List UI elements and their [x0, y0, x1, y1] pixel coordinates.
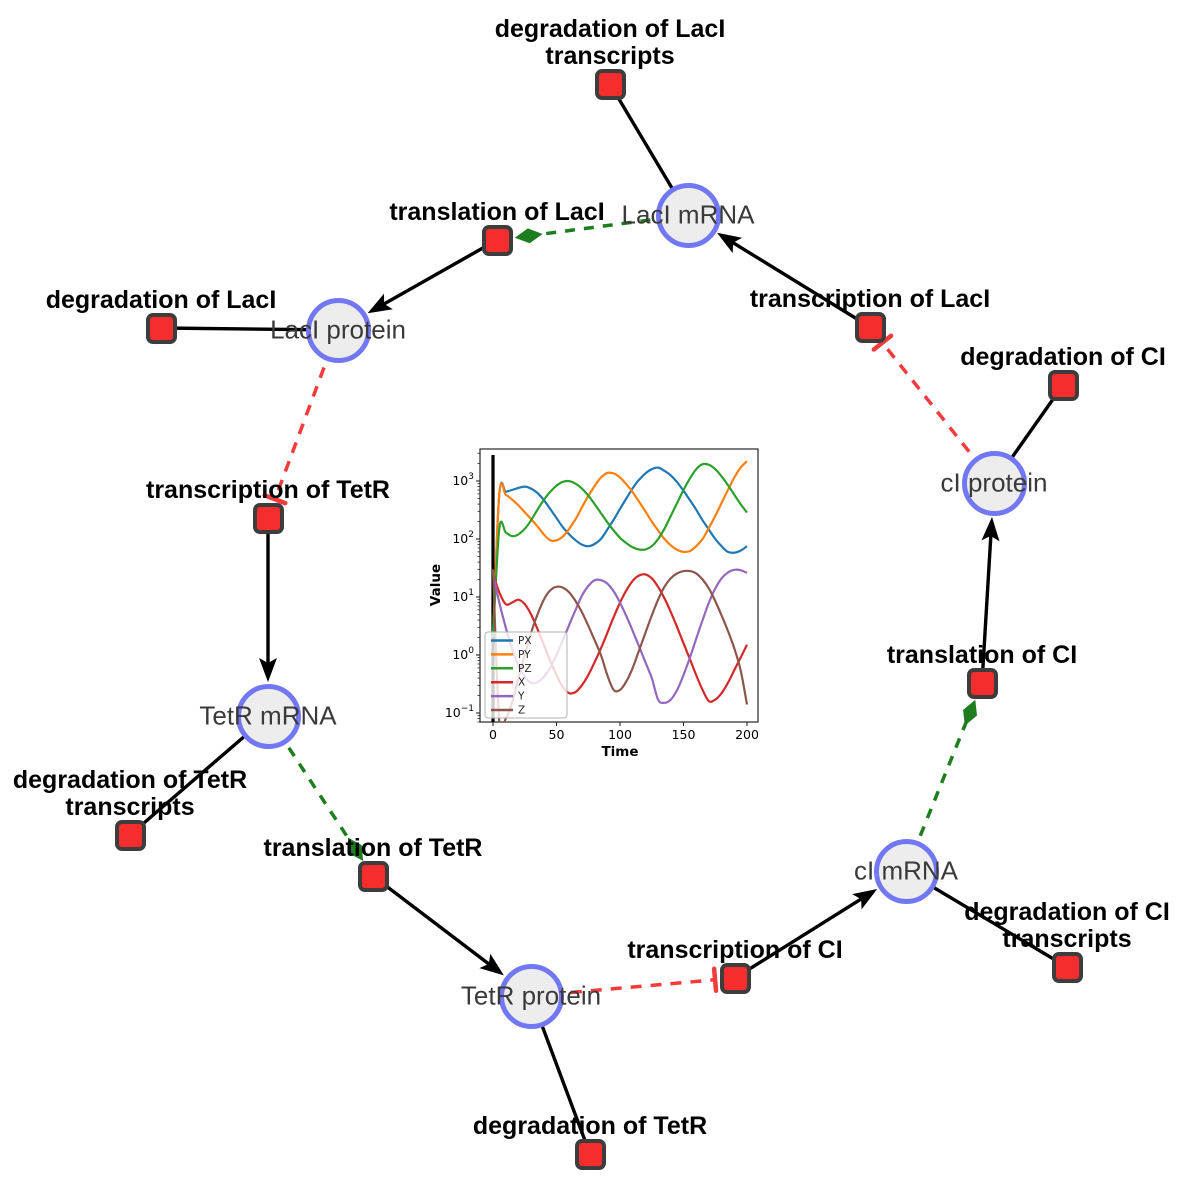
plot-legend: PX PY PZ XYZ [484, 631, 568, 719]
plot-xlabel: Time [601, 744, 638, 760]
svg-text:PY: PY [518, 649, 531, 661]
reaction-label: transcription of TetR [146, 476, 390, 504]
reaction-node-translation-laci[interactable] [481, 224, 513, 256]
species-node-ci-protein[interactable] [961, 450, 1027, 516]
svg-text:PZ: PZ [518, 663, 532, 675]
reaction-label: degradation of LacI transcripts [494, 15, 726, 70]
species-label: TetR mRNA [199, 700, 337, 731]
svg-text:10−1: 10−1 [445, 704, 474, 720]
edge-production [733, 889, 878, 980]
edge-production [717, 232, 872, 329]
svg-text:X: X [518, 677, 525, 689]
reaction-label: degradation of TetR transcripts [12, 766, 248, 821]
species-label: cI mRNA [854, 855, 958, 886]
series-PY [491, 460, 748, 638]
svg-text:Y: Y [517, 691, 525, 703]
reaction-node-deg-laci-transcripts[interactable] [594, 68, 626, 100]
reaction-node-deg-laci[interactable] [145, 312, 177, 344]
edge-production [367, 238, 499, 314]
svg-text:100: 100 [608, 727, 632, 742]
svg-text:101: 101 [452, 588, 474, 604]
species-label: LacI protein [270, 314, 406, 345]
reaction-node-transcription-laci[interactable] [854, 311, 886, 343]
reaction-label: translation of LacI [389, 198, 605, 226]
y-axis: 10−1 100 101 102 103 [445, 452, 480, 723]
plot-ylabel: Value [430, 564, 444, 606]
reaction-label: transcription of CI [627, 936, 843, 964]
edge-production [259, 516, 277, 682]
species-node-laci-mrna[interactable] [655, 182, 721, 248]
svg-text:PX: PX [518, 635, 532, 647]
reaction-node-deg-ci-transcripts[interactable] [1051, 951, 1083, 983]
reaction-label: translation of TetR [263, 834, 483, 862]
reaction-node-deg-ci[interactable] [1047, 369, 1079, 401]
svg-text:200: 200 [735, 727, 759, 742]
reaction-label: degradation of TetR [472, 1112, 708, 1140]
svg-text:50: 50 [549, 727, 565, 742]
series-Z [491, 569, 749, 722]
species-node-laci-protein[interactable] [305, 297, 371, 363]
reaction-node-translation-tetr[interactable] [357, 860, 389, 892]
reaction-label: transcription of LacI [749, 285, 991, 313]
reaction-label: degradation of LacI [45, 286, 277, 314]
reaction-label: translation of CI [886, 641, 1078, 669]
species-label: cI protein [940, 467, 1048, 498]
reaction-node-deg-tetr[interactable] [574, 1138, 606, 1170]
plot-spines [479, 448, 759, 723]
svg-text:103: 103 [452, 472, 474, 488]
x-axis: 0 50 100 150 200 [489, 722, 759, 742]
reaction-node-deg-tetr-transcripts[interactable] [114, 819, 146, 851]
svg-text:102: 102 [452, 530, 474, 546]
svg-text:0: 0 [489, 727, 497, 742]
species-label: TetR protein [460, 980, 602, 1011]
species-label: LacI mRNA [621, 199, 755, 230]
species-node-ci-mrna[interactable] [873, 838, 939, 904]
reaction-label: degradation of CI [960, 343, 1166, 371]
species-node-tetr-mrna[interactable] [235, 683, 301, 749]
reaction-node-transcription-ci[interactable] [719, 962, 751, 994]
svg-text:Z: Z [518, 705, 525, 717]
reaction-node-translation-ci[interactable] [966, 667, 998, 699]
edge-production [980, 516, 1000, 685]
simulation-plot: 10−1 100 101 102 103 0 50 100 150 200 PX PY PZ XYZ Ti… [430, 420, 775, 765]
svg-text:150: 150 [672, 727, 696, 742]
reaction-node-transcription-tetr[interactable] [252, 502, 284, 534]
svg-text:100: 100 [452, 646, 474, 662]
edge-production [371, 874, 504, 976]
series-PX [491, 466, 748, 638]
series-PZ [491, 462, 748, 638]
species-node-tetr-protein[interactable] [498, 963, 564, 1029]
reaction-label: degradation of CI transcripts [964, 898, 1170, 953]
